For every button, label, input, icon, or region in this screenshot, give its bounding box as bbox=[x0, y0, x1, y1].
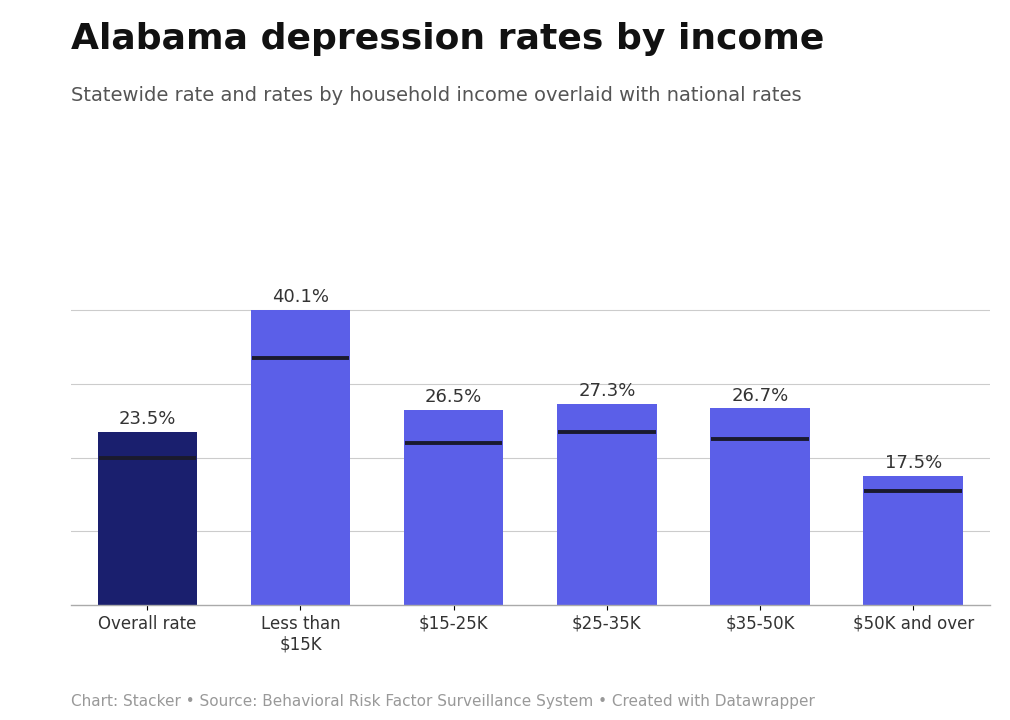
Text: 23.5%: 23.5% bbox=[118, 410, 176, 428]
Text: Statewide rate and rates by household income overlaid with national rates: Statewide rate and rates by household in… bbox=[71, 86, 801, 105]
Bar bbox=[250, 310, 350, 605]
Text: 17.5%: 17.5% bbox=[885, 454, 942, 472]
Bar bbox=[864, 476, 963, 605]
Bar bbox=[710, 408, 810, 605]
Text: Alabama depression rates by income: Alabama depression rates by income bbox=[71, 22, 824, 55]
Bar bbox=[404, 410, 503, 605]
Text: 40.1%: 40.1% bbox=[272, 288, 329, 306]
Text: Chart: Stacker • Source: Behavioral Risk Factor Surveillance System • Created wi: Chart: Stacker • Source: Behavioral Risk… bbox=[71, 694, 815, 709]
Text: 26.5%: 26.5% bbox=[425, 388, 483, 406]
Bar bbox=[98, 432, 197, 605]
Text: 27.3%: 27.3% bbox=[578, 382, 635, 400]
Text: 26.7%: 26.7% bbox=[731, 387, 789, 405]
Bar bbox=[558, 404, 657, 605]
